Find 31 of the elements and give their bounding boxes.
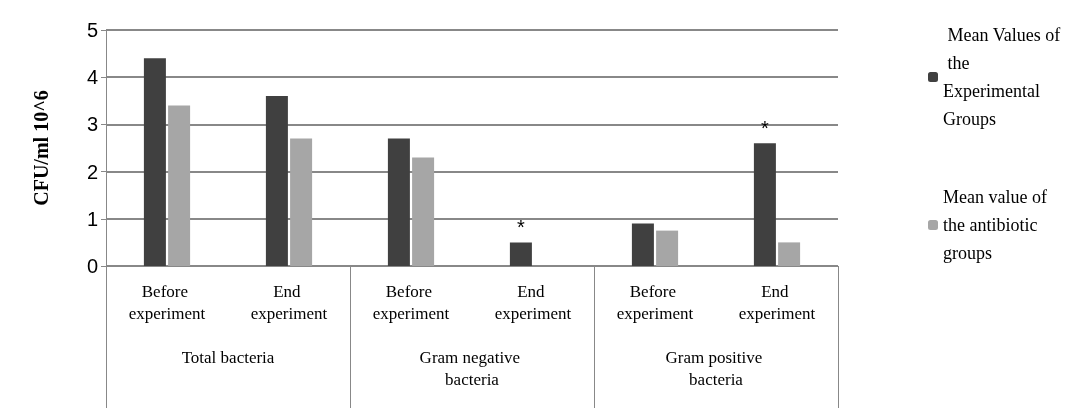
legend-label: Mean value of the antibiotic groups [943, 187, 1052, 263]
bar [143, 58, 166, 266]
bar [290, 138, 313, 266]
legend-label: Mean Values of the Experimental Groups [943, 25, 1061, 129]
x-tick-label: End experiment [738, 281, 816, 323]
x-tick-label: End experiment [250, 281, 328, 323]
y-axis-title: CFU/ml 10^6 [30, 90, 52, 206]
y-tick-label: 5 [86, 19, 98, 41]
text: Gram negative bacteria [419, 347, 525, 389]
x-tick-label: Before experiment [128, 281, 206, 323]
x-tick-label: Before experiment [616, 281, 694, 323]
bar [265, 96, 288, 266]
bar [753, 143, 776, 266]
y-tick-label: 1 [86, 207, 98, 230]
bar [778, 242, 801, 266]
y-tick-label: 3 [86, 113, 98, 136]
x-tick-label: End experiment [494, 281, 572, 323]
x-tick-label: Before experiment [372, 281, 450, 323]
y-tick-label: 0 [86, 255, 98, 277]
bar [168, 105, 191, 266]
data-label: * [517, 216, 525, 239]
bar [631, 223, 654, 266]
y-tick-label: 4 [86, 66, 98, 89]
text: Total bacteria [181, 347, 275, 367]
bar [387, 138, 410, 266]
y-tick-label: 2 [86, 160, 98, 183]
data-label: * [761, 117, 769, 140]
text: Gram positive bacteria [665, 347, 767, 389]
bar [656, 230, 679, 266]
bar [412, 157, 435, 266]
bar [509, 242, 532, 266]
